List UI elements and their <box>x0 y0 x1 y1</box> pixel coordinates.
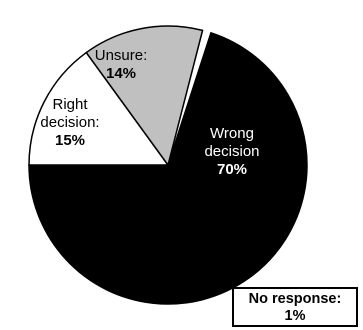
label-right-decision-percent: 15% <box>55 132 85 149</box>
slice-unsure <box>85 25 204 167</box>
no-response-label: No response: <box>248 291 342 307</box>
label-wrong-decision-line-2: decision <box>204 143 259 160</box>
label-unsure-percent: 14% <box>106 65 136 82</box>
label-right-decision-line-2: decision: <box>40 114 99 131</box>
label-unsure-line-1: Unsure: <box>95 47 148 64</box>
no-response-percent: 1% <box>284 308 306 324</box>
slice-right-decision <box>28 51 170 166</box>
label-wrong-decision-line-1: Wrong <box>210 125 254 142</box>
label-right-decision-line-1: Right <box>52 96 88 113</box>
no-response-callout: No response: 1% <box>232 287 358 327</box>
slice-wrong-decision <box>28 31 308 305</box>
label-wrong-decision-percent: 70% <box>217 161 247 178</box>
